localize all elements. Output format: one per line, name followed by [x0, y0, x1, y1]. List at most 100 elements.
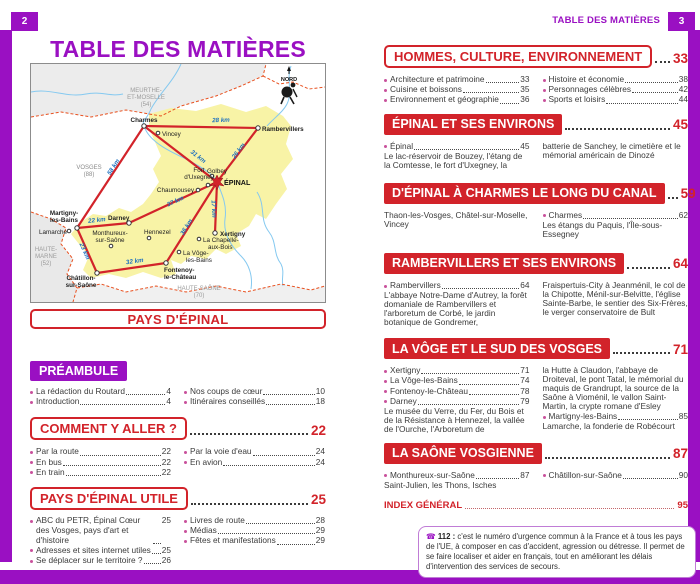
- toc-entry: ABC du PETR, Épinal Cœur des Vosges, pay…: [30, 514, 171, 545]
- toc-entry: En bus 22: [30, 456, 171, 468]
- dot-leader: [606, 102, 678, 104]
- dot-leader: [276, 543, 315, 545]
- bullet: [542, 474, 546, 478]
- label-fontenoy-2: le-Château: [164, 274, 196, 281]
- header-dot-leader: [190, 502, 308, 505]
- label-haute-marne-3: (52): [41, 261, 52, 267]
- index-general-row: INDEX GÉNÉRAL 95: [384, 500, 688, 511]
- section-preambule-items: La rédaction du Routard 4 Introduction 4 N…: [30, 386, 326, 407]
- dot-leader: [625, 82, 678, 84]
- label-meurthe-2: ET-MOSELLE: [127, 95, 165, 101]
- toc-entry-page: 26: [161, 554, 171, 565]
- left-column: TABLE DES MATIÈRES: [30, 36, 326, 566]
- section-comment-header: COMMENT Y ALLER ? 22: [30, 417, 326, 441]
- map-town-dots: [66, 123, 261, 276]
- map-town-labels: Charmes Vincey Rambervillers Golbey Fort…: [39, 117, 304, 289]
- running-title: TABLE DES MATIÈRES: [552, 15, 660, 26]
- toc-entry: Nos coups de cœur 10: [184, 386, 325, 397]
- toc-entry-label: Charmes: [548, 209, 583, 220]
- toc-entry-page: 33: [520, 74, 530, 84]
- toc-entry: La Vôge-les-Bains 74: [384, 376, 530, 386]
- index-general-page: 95: [677, 500, 688, 512]
- bullet: [184, 529, 187, 533]
- label-vosges-1: VOSGES: [76, 165, 101, 171]
- section-comment-page: 22: [310, 422, 326, 438]
- label-darney: Darney: [108, 215, 130, 222]
- dot-leader: [485, 82, 520, 84]
- toc-entry-page: 79: [520, 395, 530, 406]
- label-haute-saone-2: (70): [194, 293, 205, 299]
- header-dot-leader: [565, 127, 670, 130]
- toc-entry-label: Xertigny: [390, 365, 421, 376]
- section-epinal-page: 45: [672, 117, 688, 133]
- toc-entry-page: 35: [520, 84, 530, 95]
- section-comment-items: Par la route 22 En bus 22 En train 22 Par l…: [30, 447, 326, 478]
- toc-entry-page: 25: [161, 544, 171, 555]
- label-meurthe-3: (54): [141, 102, 152, 108]
- dot-leader: [252, 454, 315, 456]
- map-neighbour-regions: [31, 64, 325, 302]
- toc-entry: Livres de route 28: [184, 514, 325, 526]
- bullet: [384, 98, 387, 102]
- toc-entry-label: Fêtes et manifestations: [190, 535, 276, 546]
- emergency-note-box: ☎ 112 : c'est le numéro d'urgence commun…: [418, 526, 696, 578]
- region-map: MEURTHE- ET-MOSELLE (54) VOSGES (88) HAU…: [30, 63, 326, 303]
- label-rambervillers: Rambervillers: [262, 126, 304, 133]
- section-hommes-header: HOMMES, CULTURE, ENVIRONNEMENT 33: [384, 45, 688, 68]
- dot-leader: [62, 464, 161, 466]
- toc-description: Fraispertuis-City à Jeanménil, le col de…: [542, 279, 688, 317]
- toc-entry-label: Cuisine et boissons: [390, 84, 462, 95]
- dot-leader: [143, 563, 161, 565]
- toc-entry: En train 22: [30, 466, 171, 478]
- dot-leader: [618, 419, 678, 421]
- section-hommes-page: 33: [672, 50, 688, 66]
- toc-entry-page: 25: [161, 514, 171, 525]
- bullet: [30, 519, 33, 523]
- toc-entry-page: 28: [315, 514, 325, 525]
- toc-entry-label: En train: [36, 466, 65, 477]
- toc-entry: Personnages célèbres 42: [542, 84, 688, 95]
- dot-leader: [417, 403, 520, 405]
- toc-entry-page: 85: [678, 411, 688, 422]
- label-haute-marne-1: HAUTE-: [35, 247, 57, 253]
- label-la-voge-1: La Vôge-: [183, 250, 209, 257]
- bullet: [542, 214, 546, 218]
- bullet: [542, 98, 546, 102]
- bullet: [384, 78, 387, 82]
- dot-leader: [499, 102, 520, 104]
- dot-leader: [632, 92, 678, 94]
- section-canal-title: D'ÉPINAL À CHARMES LE LONG DU CANAL: [384, 182, 665, 204]
- label-meurthe-1: MEURTHE-: [130, 88, 162, 94]
- toc-entry-label: Par la voie d'eau: [190, 446, 252, 457]
- toc-entry-label: Introduction: [36, 396, 80, 407]
- section-saone-page: 87: [672, 446, 688, 462]
- emergency-note-text: c'est le numéro d'urgence commun à la Fr…: [426, 532, 685, 571]
- section-canal-page: 59: [680, 186, 696, 202]
- section-voge-title: LA VÔGE ET LE SUD DES VOSGES: [384, 338, 610, 360]
- label-charmes: Charmes: [131, 117, 158, 124]
- toc-entry: Martigny-les-Bains 85: [542, 411, 688, 422]
- index-general-label: INDEX GÉNÉRAL: [384, 500, 463, 512]
- toc-entry-label: Livres de route: [190, 514, 245, 525]
- dot-leader: [223, 464, 315, 466]
- label-vosges-2: (88): [84, 172, 95, 178]
- label-monthureux-1: Monthureux-: [92, 230, 127, 237]
- dot-leader: [421, 373, 520, 375]
- header-dot-leader: [655, 61, 670, 63]
- toc-entry-page: 10: [315, 386, 325, 396]
- section-canal-header: D'ÉPINAL À CHARMES LE LONG DU CANAL 59: [384, 182, 696, 204]
- toc-entry-label: Monthureux-sur-Saône: [390, 469, 475, 480]
- toc-entry-label: En bus: [36, 456, 62, 467]
- toc-entry: Fontenoy-le-Château 78: [384, 386, 530, 397]
- toc-entry: Itinéraires conseillés 18: [184, 396, 325, 407]
- section-voge-header: LA VÔGE ET LE SUD DES VOSGES 71: [384, 338, 688, 360]
- toc-entry-page: 4: [166, 396, 171, 407]
- dot-leader: [458, 383, 520, 385]
- section-epinal-header: ÉPINAL ET SES ENVIRONS 45: [384, 113, 688, 135]
- dot-leader: [622, 478, 678, 480]
- toc-entry-page: 90: [678, 469, 688, 480]
- dot-leader: [475, 478, 520, 480]
- bullet: [30, 559, 33, 563]
- toc-entry-label: Rambervillers: [390, 279, 441, 290]
- toc-entry-label: Épinal: [390, 140, 414, 151]
